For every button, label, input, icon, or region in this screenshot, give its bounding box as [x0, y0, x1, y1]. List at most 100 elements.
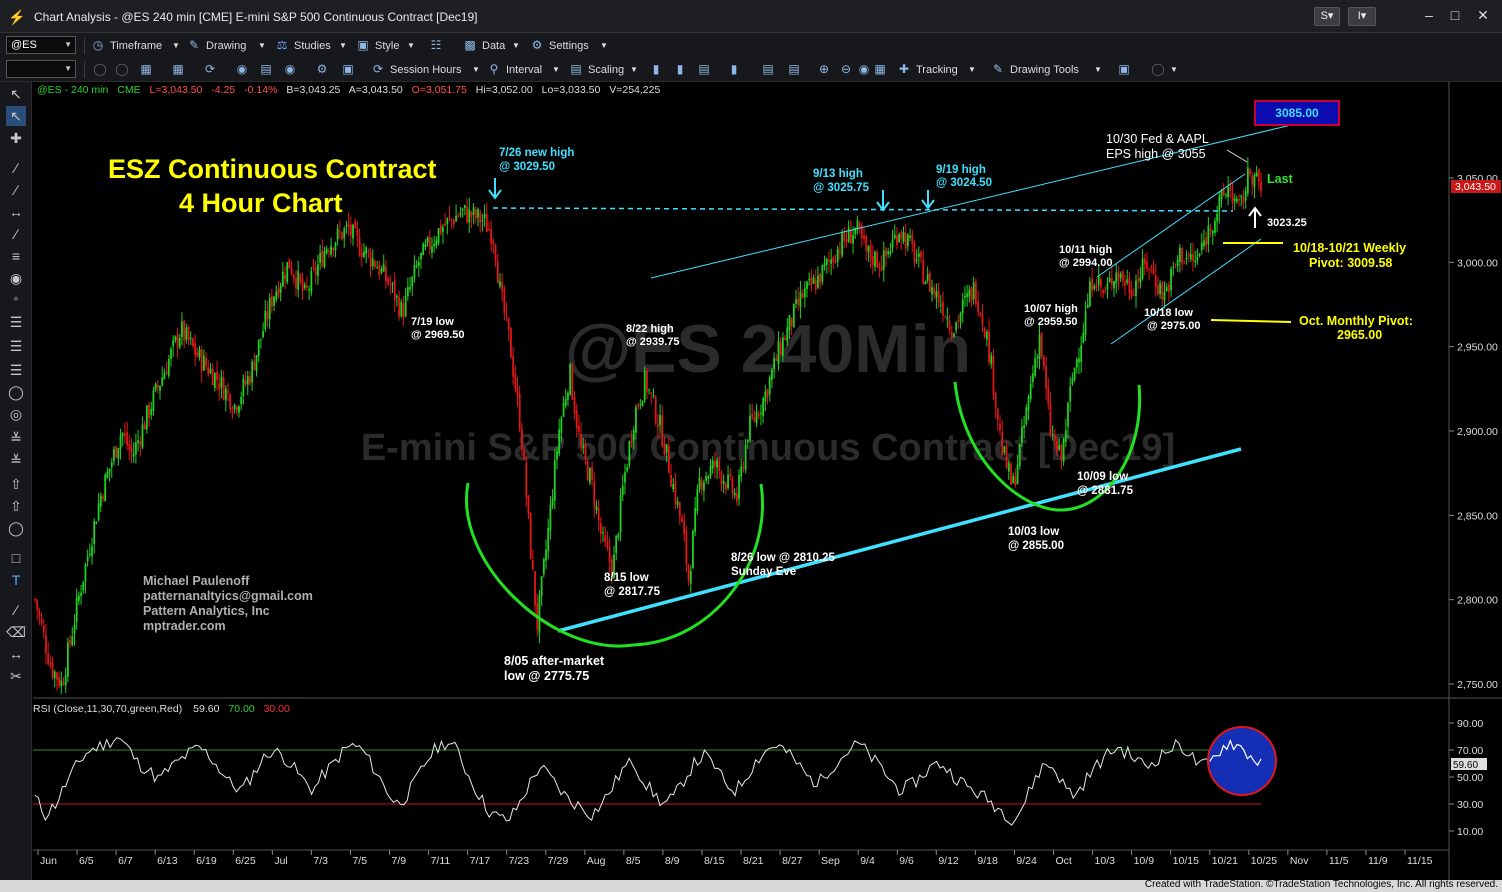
chevron-down-icon[interactable]: ▼: [630, 65, 638, 74]
zoom-bars-icon[interactable]: ▮: [730, 62, 738, 76]
pan-icon[interactable]: ◉: [858, 62, 870, 76]
calendar-icon[interactable]: ▦: [140, 62, 152, 76]
minimize-icon[interactable]: –: [1425, 7, 1433, 23]
arrow-up-icon[interactable]: ⇧: [10, 476, 22, 492]
arrow-up-alt-icon[interactable]: ⇧: [10, 498, 22, 514]
data-menu[interactable]: Data: [482, 40, 506, 52]
chat-icon[interactable]: ◯: [1151, 62, 1165, 76]
close-icon[interactable]: ✕: [1477, 7, 1489, 23]
candle-body: [36, 599, 39, 611]
chevron-down-icon[interactable]: ▼: [1170, 65, 1178, 74]
channel-icon[interactable]: ∕: [14, 226, 18, 242]
text-icon[interactable]: T: [11, 572, 21, 588]
gann-icon[interactable]: ◦: [13, 290, 19, 306]
rectangle-icon[interactable]: □: [11, 550, 21, 566]
trendline-icon[interactable]: ∕: [14, 160, 18, 176]
candle-body: [479, 212, 482, 223]
august-bottom-arc[interactable]: [465, 482, 764, 648]
link-icon[interactable]: ◯: [93, 62, 107, 76]
target-icon[interactable]: ◎: [9, 406, 23, 422]
candle-body: [40, 618, 43, 624]
fib-levels-icon[interactable]: ☰: [9, 314, 23, 330]
refresh-icon[interactable]: ◯: [115, 62, 129, 76]
chevron-down-icon[interactable]: ▼: [512, 41, 520, 50]
fib-extension-icon[interactable]: ☰: [9, 338, 23, 354]
candle-body: [233, 404, 236, 410]
crosshair-icon[interactable]: ✚: [10, 130, 22, 146]
resistance-dashed-line[interactable]: [492, 207, 1234, 212]
zoom-out-icon[interactable]: ⊖: [840, 62, 852, 76]
chevron-down-icon[interactable]: ▼: [472, 65, 480, 74]
candle-body: [974, 282, 977, 304]
chevron-down-icon[interactable]: ▼: [339, 41, 347, 50]
fib-time-icon[interactable]: ☰: [9, 362, 23, 378]
grid-icon[interactable]: ▦: [172, 62, 184, 76]
interval-input[interactable]: ▼: [6, 60, 76, 78]
studies-menu[interactable]: Studies: [294, 40, 331, 52]
chevron-down-icon[interactable]: ▼: [407, 41, 415, 50]
maximize-icon[interactable]: □: [1450, 7, 1460, 23]
select-cursor-icon[interactable]: ↖: [6, 106, 26, 126]
settings-menu[interactable]: Settings: [549, 40, 589, 52]
cycles-icon[interactable]: ◯: [8, 384, 24, 400]
speed-lines-icon[interactable]: ◉: [9, 270, 23, 286]
channel-upper-line[interactable]: [1096, 173, 1246, 278]
layout-icon[interactable]: ☷: [430, 38, 442, 52]
drawing-tools-menu[interactable]: Drawing Tools: [1010, 64, 1079, 76]
candle-body: [102, 496, 104, 499]
grid-dots-icon[interactable]: ▦: [874, 62, 886, 76]
tools-icon[interactable]: ⚙: [316, 62, 328, 76]
i-button[interactable]: I▾: [1348, 7, 1376, 26]
chevron-down-icon[interactable]: ▼: [172, 41, 180, 50]
compress-icon[interactable]: ▤: [762, 62, 774, 76]
symbol-input[interactable]: @ES ▼: [6, 36, 76, 54]
parallel-lines-icon[interactable]: ≡: [11, 248, 21, 264]
cursor-icon[interactable]: ↖: [10, 86, 22, 102]
chevron-down-icon[interactable]: ▼: [600, 41, 608, 50]
s-button[interactable]: S▾: [1314, 7, 1340, 26]
candle-body: [1225, 194, 1227, 196]
chevron-down-icon[interactable]: ▼: [1094, 65, 1102, 74]
horizontal-line-icon[interactable]: ↔: [9, 204, 23, 220]
monthly-pivot-line[interactable]: [1210, 319, 1292, 323]
chevron-down-icon[interactable]: ▼: [968, 65, 976, 74]
tracking-menu[interactable]: Tracking: [916, 64, 958, 76]
style-menu[interactable]: Style: [375, 40, 400, 52]
alert-icon[interactable]: ◉: [284, 62, 296, 76]
chevron-down-icon[interactable]: ▼: [552, 65, 560, 74]
ray-icon[interactable]: ∕: [14, 182, 18, 198]
pitchfork2-icon[interactable]: ≚: [10, 452, 22, 468]
channel-lower-line[interactable]: [1110, 238, 1262, 345]
candle-style-icon[interactable]: ▮: [676, 62, 684, 76]
rising-support-line[interactable]: [557, 447, 1242, 633]
new-window-icon[interactable]: ▣: [1118, 62, 1130, 76]
eraser-icon[interactable]: ⌫: [6, 624, 26, 640]
magnet-icon[interactable]: ✂: [10, 668, 22, 684]
drawing-menu[interactable]: Drawing: [206, 40, 247, 52]
candle-body: [1181, 248, 1183, 264]
scaling-menu[interactable]: Scaling: [588, 64, 625, 76]
pin-icon[interactable]: ◉: [236, 62, 248, 76]
measure-icon[interactable]: ↔: [9, 646, 23, 662]
zoom-in-icon[interactable]: ⊕: [818, 62, 830, 76]
session-hours-menu[interactable]: Session Hours: [390, 64, 462, 76]
upper-trendline[interactable]: [650, 114, 1334, 279]
pitchfork-icon[interactable]: ≚: [10, 430, 22, 446]
window-icon[interactable]: ▣: [342, 62, 354, 76]
bar-spacing-icon[interactable]: ▤: [698, 62, 710, 76]
expand-icon[interactable]: ▤: [788, 62, 800, 76]
ellipse-icon[interactable]: ◯: [8, 520, 24, 536]
cycle-icon[interactable]: ⟳: [204, 62, 216, 76]
chevron-down-icon[interactable]: ▼: [258, 41, 266, 50]
bar-style-icon[interactable]: ▮: [652, 62, 660, 76]
price-chart[interactable]: @ES 240Min E-mini S&P 500 Continuous Con…: [33, 82, 1502, 880]
target-price-box[interactable]: [1254, 100, 1340, 126]
timeframe-menu[interactable]: Timeframe: [110, 40, 163, 52]
annot-1030-line2: EPS high @ 3055: [1106, 147, 1206, 161]
chart-area[interactable]: @ES 240Min E-mini S&P 500 Continuous Con…: [33, 82, 1502, 880]
interval-menu[interactable]: Interval: [506, 64, 543, 76]
slash-icon[interactable]: ∕: [14, 602, 18, 618]
october-bottom-arc[interactable]: [953, 381, 1142, 512]
save-icon[interactable]: ▤: [260, 62, 272, 76]
rsi-highlight-circle[interactable]: [1207, 726, 1277, 796]
